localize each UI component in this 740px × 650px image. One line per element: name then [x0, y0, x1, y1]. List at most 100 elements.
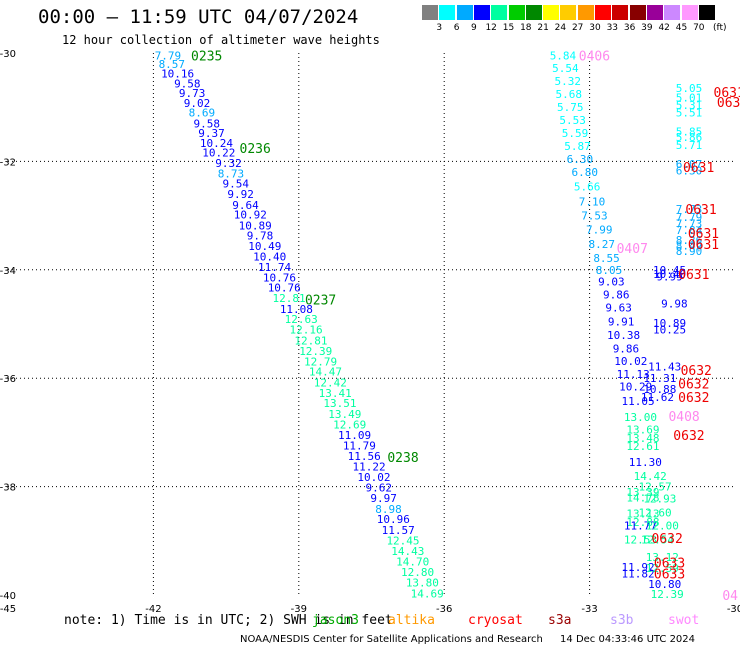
wave-height-point: 13.69 — [626, 424, 659, 437]
wave-height-point: 8.73 — [218, 167, 245, 180]
footer-timestamp: 14 Dec 04:33:46 UTC 2024 — [560, 634, 696, 645]
wave-height-point: 5.66 — [574, 180, 601, 193]
wave-height-point: 6.80 — [572, 166, 599, 179]
pass-time-label: 0632 — [681, 364, 712, 379]
wave-height-point: 12.45 — [386, 534, 419, 547]
pass-time-label: 0632 — [673, 429, 704, 444]
pass-time-label: 0632 — [678, 378, 709, 393]
wave-height-point: 10.92 — [234, 209, 267, 222]
wave-height-point: 10.80 — [648, 578, 681, 591]
wave-height-point: 9.32 — [215, 157, 242, 170]
satellite-jason3: jason3 — [312, 613, 359, 628]
wave-height-point: 11.13 — [617, 368, 650, 381]
wave-height-point: 10.02 — [357, 471, 390, 484]
legend-label: 36 — [623, 23, 636, 33]
y-tick-label: -36 — [0, 374, 16, 385]
legend-swatch — [456, 5, 473, 20]
legend-label: 12 — [485, 23, 497, 33]
wave-height-point: 14.78 — [626, 491, 659, 504]
wave-height-point: 11.74 — [258, 261, 291, 274]
satellite-swot: swot — [668, 613, 700, 628]
wave-height-point: 10.89 — [239, 219, 272, 232]
wave-height-point: 12.81 — [273, 292, 306, 305]
pass-time-label: 0406 — [579, 50, 610, 65]
wave-height-point: 5.32 — [555, 75, 582, 88]
x-tick-label: -42 — [145, 604, 161, 615]
x-tick-label: -33 — [581, 604, 597, 615]
legend-swatch — [543, 5, 560, 20]
wave-height-point: 9.98 — [661, 297, 688, 310]
wave-height-point: 10.38 — [607, 329, 640, 342]
wave-height-point: 10.22 — [202, 147, 235, 160]
wave-height-point: 9.86 — [613, 342, 640, 355]
wave-height-point: 10.16 — [161, 68, 194, 81]
wave-height-point: 13.48 — [626, 432, 659, 445]
wave-height-point: 12.42 — [314, 377, 347, 390]
wave-height-point: 8.55 — [593, 252, 620, 265]
wave-height-point: 10.45 — [653, 264, 686, 277]
wave-height-point: 9.91 — [608, 315, 635, 328]
legend-label: 70 — [693, 23, 705, 33]
pass-time-label: 0238 — [387, 451, 418, 466]
wave-height-point: 9.37 — [198, 127, 225, 140]
wave-height-point: 5.53 — [559, 114, 586, 127]
pass-time-label: 0631 — [688, 227, 719, 242]
wave-height-point: 5.54 — [552, 62, 579, 75]
wave-height-point: 9.73 — [179, 87, 206, 100]
chart-title: 00:00 – 11:59 UTC 04/07/2024 — [38, 6, 359, 28]
wave-height-point: 8.05 — [596, 264, 623, 277]
wave-height-point: 7.10 — [579, 196, 606, 209]
y-tick-label: -30 — [0, 49, 16, 60]
wave-height-point: 8.27 — [588, 238, 615, 251]
legend-swatch — [612, 5, 629, 20]
wave-height-point: 11.09 — [338, 429, 371, 442]
legend-label: 3 — [436, 23, 443, 33]
wave-height-point: 12.88 — [626, 516, 659, 529]
wave-height-point: 5.05 — [676, 82, 703, 95]
pass-time-label: 0237 — [305, 294, 336, 309]
wave-height-point: 12.69 — [333, 418, 366, 431]
legend-label: 27 — [571, 23, 584, 33]
legend-label: 15 — [502, 23, 515, 33]
legend-swatch — [646, 5, 663, 20]
wave-height-point: 12.60 — [638, 507, 671, 520]
wave-height-point: 6.07 — [676, 158, 703, 171]
wave-height-point: 13.49 — [328, 408, 361, 421]
y-tick-label: -34 — [0, 266, 16, 277]
legend-swatch — [681, 5, 698, 20]
pass-time-label: 0633 — [654, 556, 685, 571]
wave-height-point: 9.58 — [193, 117, 220, 130]
wave-height-point: 13.41 — [319, 387, 352, 400]
wave-height-point: 11.31 — [643, 372, 676, 385]
wave-height-point: 12.57 — [638, 481, 671, 494]
wave-height-point: 5.68 — [556, 88, 583, 101]
wave-height-point: 10.02 — [614, 355, 647, 368]
wave-height-point: 5.85 — [676, 126, 703, 139]
wave-height-point: 10.40 — [653, 268, 686, 281]
satellite-altika: altika — [388, 613, 435, 628]
wave-height-point: 7.73 — [676, 218, 703, 231]
wave-height-point: 11.43 — [648, 360, 681, 373]
pass-time-label: 0631 — [688, 238, 719, 253]
legend-swatch — [664, 5, 681, 20]
x-tick-label: -30 — [727, 604, 740, 615]
legend-label: 18 — [520, 23, 532, 33]
wave-height-point: 11.08 — [280, 303, 313, 316]
footer-credit: NOAA/NESDIS Center for Satellite Applica… — [240, 634, 695, 645]
wave-height-point: 11.77 — [624, 520, 657, 533]
wave-height-point: 8.57 — [159, 58, 186, 71]
wave-height-point: 11.92 — [622, 561, 655, 574]
wave-height-point: 14.47 — [309, 366, 342, 379]
wave-height-point: 9.62 — [366, 482, 393, 495]
wave-height-point: 10.76 — [268, 282, 301, 295]
wave-height-point: 13.13 — [626, 508, 659, 521]
legend-swatch — [508, 5, 525, 20]
legend-swatch — [629, 5, 646, 20]
wave-height-point: 12.00 — [646, 520, 679, 533]
pass-time-label: 0632 — [678, 391, 709, 406]
wave-height-point: 12.63 — [285, 313, 318, 326]
wave-height-point: 12.80 — [401, 566, 434, 579]
pass-time-label: 0407 — [617, 242, 648, 257]
wave-height-point: 11.82 — [622, 567, 655, 580]
